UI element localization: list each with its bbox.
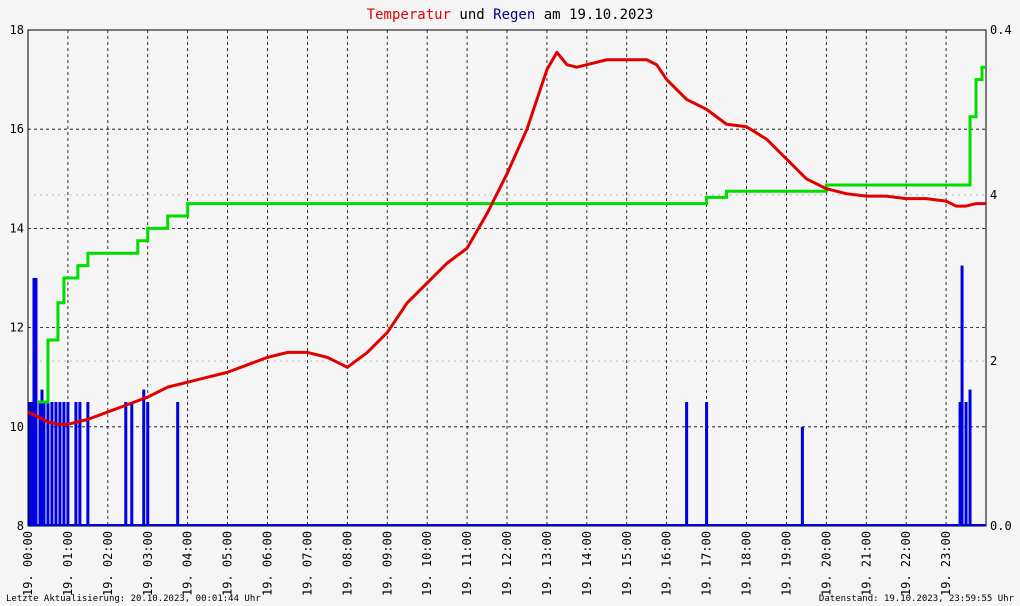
rain-bar	[62, 402, 66, 526]
rain-bar	[54, 402, 58, 526]
data-timestamp-text: Datenstand: 19.10.2023, 23:59:55 Uhr	[819, 594, 1015, 604]
y-left-tick-label: 12	[10, 321, 24, 335]
title-temperatur: Temperatur	[367, 7, 451, 23]
rain-bar	[146, 402, 150, 526]
x-tick-label: 19. 03:00	[141, 531, 155, 596]
rain-bar	[58, 402, 62, 526]
x-tick-label: 19. 21:00	[859, 531, 873, 596]
x-tick-label: 19. 08:00	[340, 531, 354, 596]
rain-bar	[42, 402, 46, 526]
rain-bar	[176, 402, 180, 526]
x-tick-label: 19. 15:00	[620, 531, 634, 596]
rain-bar	[964, 402, 968, 526]
x-tick-label: 19. 02:00	[101, 531, 115, 596]
x-tick-label: 19. 10:00	[420, 531, 434, 596]
y-left-tick-label: 18	[10, 23, 24, 37]
rain-bar	[78, 402, 82, 526]
rain-bar	[32, 278, 36, 526]
rain-bar	[50, 402, 54, 526]
x-tick-label: 19. 16:00	[660, 531, 674, 596]
x-tick-label: 19. 17:00	[700, 531, 714, 596]
y-right-tick-label: 0.0	[990, 519, 1012, 533]
y-left-tick-label: 16	[10, 122, 24, 136]
x-tick-label: 19. 04:00	[181, 531, 195, 596]
title-und: und	[451, 7, 493, 23]
x-tick-label: 19. 07:00	[300, 531, 314, 596]
rain-bar	[86, 402, 90, 526]
x-tick-label: 19. 20:00	[819, 531, 833, 596]
rain-bar	[124, 402, 128, 526]
title-date: am 19.10.2023	[535, 7, 653, 23]
rain-bar	[38, 402, 42, 526]
chart-title: Temperatur und Regen am 19.10.2023	[367, 7, 654, 23]
y-right-tick-label: 0.4	[990, 23, 1012, 37]
title-regen: Regen	[493, 7, 535, 23]
x-tick-label: 19. 13:00	[540, 531, 554, 596]
x-tick-label: 19. 18:00	[740, 531, 754, 596]
rain-bar	[705, 402, 709, 526]
temperature-line	[27, 50, 986, 426]
rain-bar	[30, 402, 34, 526]
rain-bar	[685, 402, 689, 526]
rain-bar	[958, 402, 962, 526]
x-tick-label: 19. 14:00	[580, 531, 594, 596]
rain-bar	[28, 402, 32, 526]
plot-area: 19. 00:00 19. 01:00 19. 02:00 19. 03:00 19. …	[10, 23, 1012, 596]
x-tick-label: 19. 01:00	[61, 531, 75, 596]
y-left-tick-label: 8	[17, 519, 24, 533]
rain-bar	[66, 402, 70, 526]
x-tick-label: 19. 12:00	[500, 531, 514, 596]
rain-bar	[142, 389, 146, 526]
x-tick-label: 19. 09:00	[380, 531, 394, 596]
rain-bar	[46, 402, 50, 526]
rain-bar	[960, 265, 964, 526]
y-right-tick-label: 2	[990, 354, 997, 368]
x-tick-label: 19. 06:00	[261, 531, 275, 596]
x-tick-label: 19. 11:00	[460, 531, 474, 596]
x-tick-label: 19. 22:00	[899, 531, 913, 596]
y-left-tick-label: 14	[10, 221, 24, 235]
y-right-tick-label: 4	[990, 188, 997, 202]
rain-bar	[40, 389, 44, 526]
rain-sum-line	[37, 65, 986, 404]
rain-bar	[74, 402, 78, 526]
rain-bar	[968, 389, 972, 526]
y-left-tick-label: 10	[10, 420, 24, 434]
x-tick-label: 19. 05:00	[221, 531, 235, 596]
rain-bar	[34, 278, 38, 526]
rain-bar	[800, 426, 804, 526]
rain-bar	[130, 402, 134, 526]
last-update-text: Letzte Aktualisierung: 20.10.2023, 00:01…	[6, 594, 261, 604]
x-tick-label: 19. 00:00	[21, 531, 35, 596]
x-tick-label: 19. 19:00	[779, 531, 793, 596]
x-tick-label: 19. 23:00	[939, 531, 953, 596]
